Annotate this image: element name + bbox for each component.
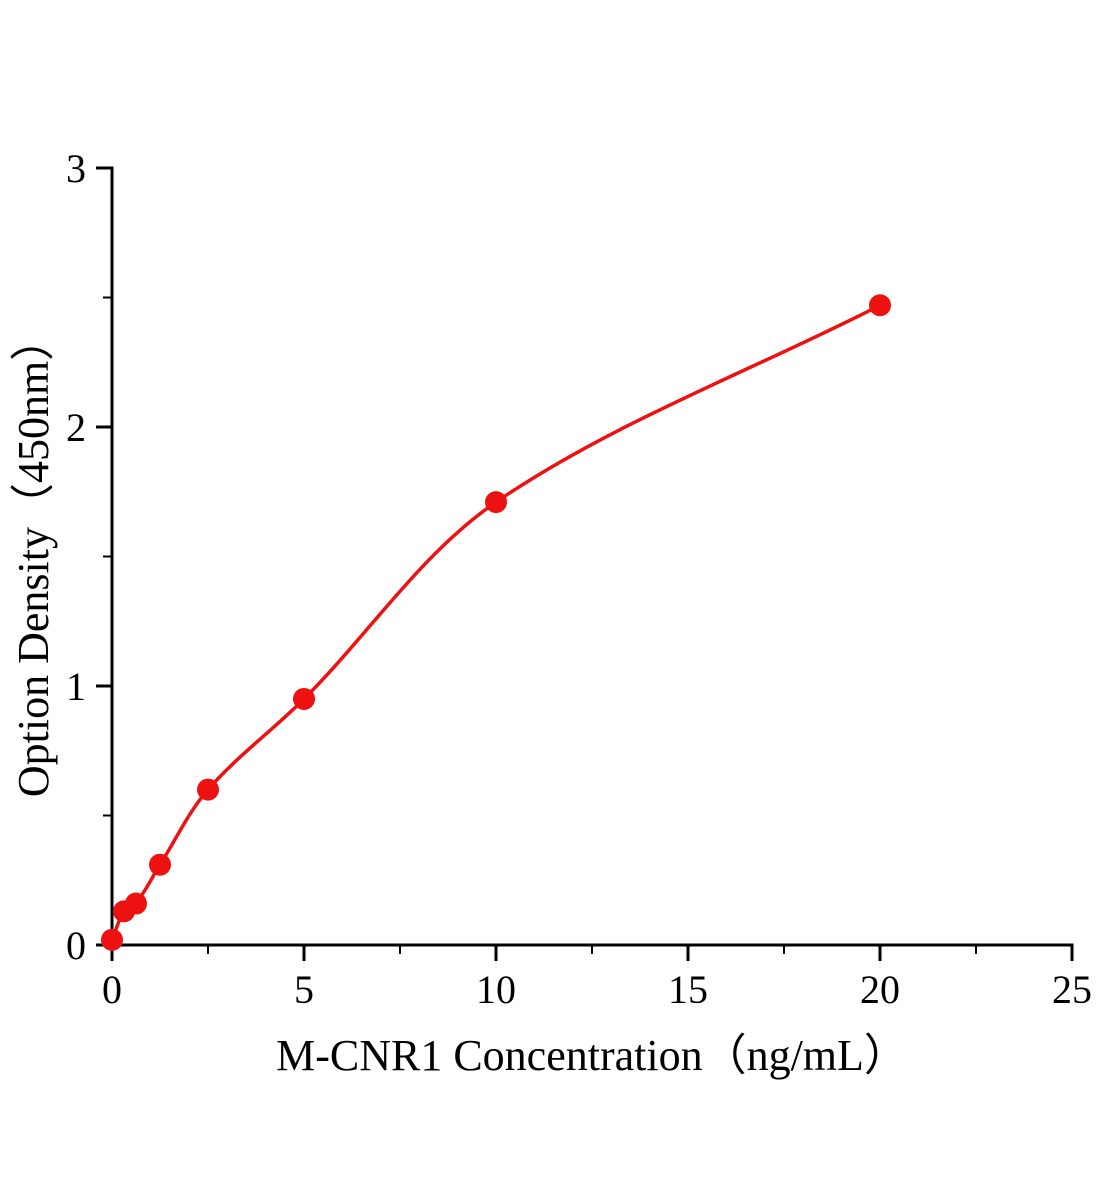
y-axis-title: Option Density（450nm） [9,317,58,797]
data-point [197,778,219,801]
data-point [869,294,891,317]
x-tick-label: 5 [294,967,314,1012]
data-point [485,491,507,514]
data-point [293,687,315,710]
data-point [149,853,171,876]
y-tick-label: 3 [66,146,86,191]
x-tick-label: 15 [668,967,708,1012]
y-tick-label: 2 [66,405,86,450]
plot-area: 0 5 10 15 20 25 0 1 2 3 [66,146,1092,1012]
x-axis-title: M-CNR1 Concentration（ng/mL） [276,1031,908,1080]
data-point [125,892,147,915]
x-tick-label: 20 [860,967,900,1012]
x-tick-label: 0 [102,967,122,1012]
y-tick-label: 0 [66,923,86,968]
x-tick-label: 10 [476,967,516,1012]
y-tick-label: 1 [66,664,86,709]
x-tick-label: 25 [1052,967,1092,1012]
axes [110,166,1074,947]
data-point [101,928,123,951]
fit-curve [110,303,882,942]
